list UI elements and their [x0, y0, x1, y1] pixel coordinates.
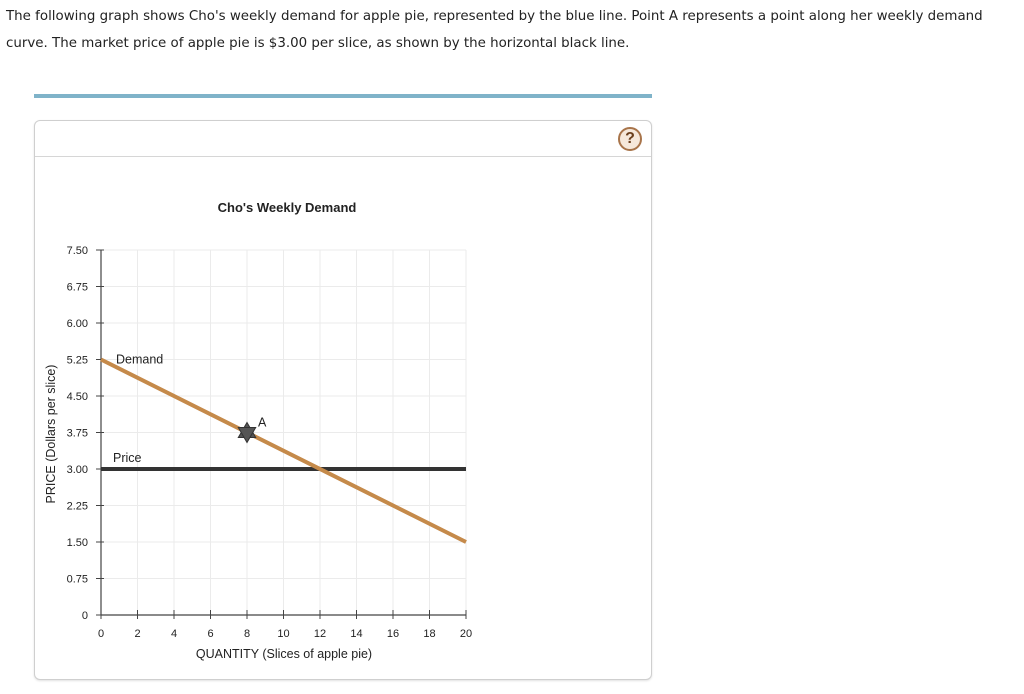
question-prompt: The following graph shows Cho's weekly d… — [6, 9, 983, 51]
y-tick-label: 4.50 — [67, 391, 88, 403]
y-axis-ticks: 0 0.75 1.50 2.25 3.00 3.75 4.50 5.25 6.00 6.75 7.5… — [67, 245, 88, 622]
x-tick-label: 0 — [98, 628, 104, 640]
price-label: Price — [113, 451, 142, 465]
x-tick-label: 10 — [277, 628, 289, 640]
point-a-star-icon[interactable] — [237, 421, 257, 444]
demand-label: Demand — [116, 353, 163, 367]
y-axis-label: PRICE (Dollars per slice) — [44, 365, 58, 504]
x-tick-label: 14 — [350, 628, 362, 640]
demand-curve[interactable] — [100, 357, 467, 544]
x-tick-label: 6 — [207, 628, 213, 640]
y-tick-label: 1.50 — [67, 537, 88, 549]
x-tick-label: 4 — [171, 628, 177, 640]
x-tick-label: 12 — [314, 628, 326, 640]
accent-divider — [34, 94, 652, 98]
chart-axes — [96, 249, 467, 619]
x-tick-label: 8 — [244, 628, 250, 640]
y-tick-label: 6.00 — [67, 318, 88, 330]
y-tick-label: 7.50 — [67, 245, 88, 257]
y-tick-label: 3.75 — [67, 428, 88, 440]
x-axis-label: QUANTITY (Slices of apple pie) — [196, 647, 372, 661]
y-tick-label: 6.75 — [67, 282, 88, 294]
chart-grid — [100, 249, 467, 616]
x-tick-label: 2 — [134, 628, 140, 640]
y-tick-label: 5.25 — [67, 355, 88, 367]
x-tick-label: 20 — [460, 628, 472, 640]
point-a-label: A — [258, 416, 267, 430]
panel-header: ? — [35, 121, 651, 157]
x-tick-label: 18 — [423, 628, 435, 640]
y-tick-label: 3.00 — [67, 464, 88, 476]
x-tick-label: 16 — [387, 628, 399, 640]
y-tick-label: 2.25 — [67, 501, 88, 513]
y-tick-label: 0 — [82, 610, 88, 622]
x-axis-ticks: 0 2 4 6 8 10 12 14 16 18 20 — [98, 628, 472, 640]
help-icon[interactable]: ? — [618, 127, 642, 151]
y-tick-label: 0.75 — [67, 574, 88, 586]
chart-title: Cho's Weekly Demand — [218, 200, 357, 215]
